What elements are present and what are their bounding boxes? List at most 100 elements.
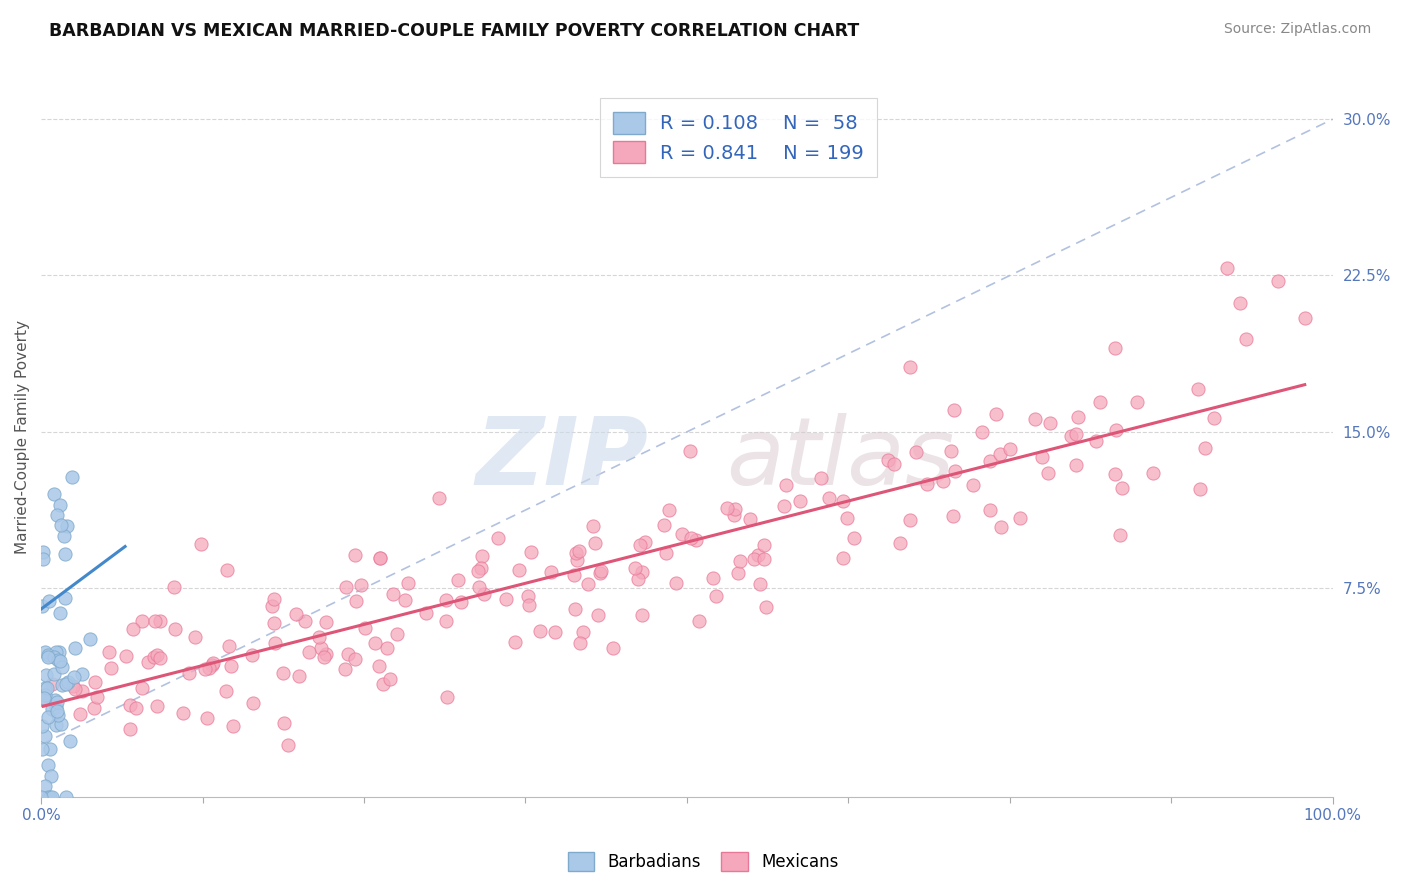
Point bbox=[145, 648, 167, 662]
Point bbox=[837, 511, 859, 525]
Point bbox=[142, 649, 165, 664]
Point bbox=[723, 508, 745, 522]
Point bbox=[31, 719, 53, 733]
Point bbox=[350, 578, 373, 592]
Point bbox=[634, 535, 657, 549]
Point bbox=[1039, 416, 1062, 430]
Point bbox=[450, 595, 472, 609]
Point bbox=[503, 634, 526, 648]
Point bbox=[1109, 528, 1132, 542]
Point bbox=[467, 581, 489, 595]
Point bbox=[831, 551, 853, 566]
Point bbox=[131, 681, 153, 695]
Text: BARBADIAN VS MEXICAN MARRIED-COUPLE FAMILY POVERTY CORRELATION CHART: BARBADIAN VS MEXICAN MARRIED-COUPLE FAMI… bbox=[49, 22, 859, 40]
Point bbox=[704, 589, 727, 603]
Point bbox=[201, 658, 224, 673]
Point bbox=[727, 566, 749, 580]
Legend: R = 0.108    N =  58, R = 0.841    N = 199: R = 0.108 N = 58, R = 0.841 N = 199 bbox=[600, 98, 877, 177]
Point bbox=[143, 614, 166, 628]
Point bbox=[34, 779, 56, 793]
Legend: Barbadians, Mexicans: Barbadians, Mexicans bbox=[560, 843, 846, 880]
Point bbox=[37, 648, 59, 662]
Point bbox=[1104, 467, 1126, 482]
Point bbox=[583, 536, 606, 550]
Point bbox=[118, 723, 141, 737]
Point bbox=[49, 517, 72, 532]
Point bbox=[79, 632, 101, 647]
Point bbox=[114, 648, 136, 663]
Point bbox=[37, 758, 59, 772]
Text: atlas: atlas bbox=[725, 413, 953, 504]
Point bbox=[53, 591, 76, 606]
Point bbox=[434, 615, 457, 629]
Point bbox=[654, 546, 676, 560]
Point bbox=[136, 655, 159, 669]
Point bbox=[83, 701, 105, 715]
Point bbox=[315, 647, 337, 661]
Point bbox=[671, 527, 693, 541]
Point bbox=[368, 659, 391, 673]
Point bbox=[1126, 395, 1149, 409]
Point bbox=[1031, 450, 1053, 465]
Point bbox=[589, 566, 612, 580]
Point bbox=[333, 662, 356, 676]
Point bbox=[979, 503, 1001, 517]
Point bbox=[100, 661, 122, 675]
Point bbox=[41, 769, 63, 783]
Point bbox=[1024, 411, 1046, 425]
Point bbox=[179, 665, 201, 680]
Point bbox=[1194, 441, 1216, 455]
Point bbox=[520, 545, 543, 559]
Point bbox=[1067, 409, 1090, 424]
Point bbox=[58, 674, 80, 689]
Point bbox=[190, 537, 212, 551]
Point bbox=[315, 615, 337, 630]
Point bbox=[335, 580, 357, 594]
Point bbox=[51, 678, 73, 692]
Point bbox=[654, 518, 676, 533]
Point bbox=[415, 606, 437, 620]
Point bbox=[749, 577, 772, 591]
Point bbox=[197, 711, 219, 725]
Point bbox=[565, 546, 588, 560]
Point bbox=[42, 667, 65, 681]
Point bbox=[163, 622, 186, 636]
Point bbox=[41, 789, 63, 804]
Point bbox=[219, 658, 242, 673]
Point bbox=[37, 789, 59, 804]
Point bbox=[1229, 295, 1251, 310]
Point bbox=[775, 478, 797, 492]
Point bbox=[467, 564, 489, 578]
Point bbox=[312, 650, 335, 665]
Point bbox=[284, 607, 307, 621]
Point bbox=[131, 614, 153, 628]
Point bbox=[370, 551, 392, 566]
Point bbox=[1142, 466, 1164, 480]
Point bbox=[576, 577, 599, 591]
Point bbox=[294, 614, 316, 628]
Point bbox=[396, 576, 419, 591]
Point bbox=[486, 531, 509, 545]
Point bbox=[1215, 260, 1237, 275]
Point bbox=[1188, 482, 1211, 496]
Point bbox=[51, 716, 73, 731]
Point bbox=[586, 607, 609, 622]
Point bbox=[41, 677, 63, 691]
Point bbox=[939, 443, 962, 458]
Point bbox=[34, 729, 56, 743]
Point bbox=[889, 536, 911, 550]
Point bbox=[46, 695, 69, 709]
Text: ZIP: ZIP bbox=[475, 413, 648, 505]
Point bbox=[364, 636, 387, 650]
Point bbox=[898, 513, 921, 527]
Point bbox=[34, 691, 56, 706]
Point bbox=[747, 548, 769, 562]
Point bbox=[990, 520, 1012, 534]
Point bbox=[1267, 274, 1289, 288]
Point bbox=[1111, 482, 1133, 496]
Point bbox=[277, 738, 299, 752]
Point bbox=[30, 789, 52, 804]
Point bbox=[844, 531, 866, 545]
Point bbox=[63, 641, 86, 656]
Point bbox=[45, 718, 67, 732]
